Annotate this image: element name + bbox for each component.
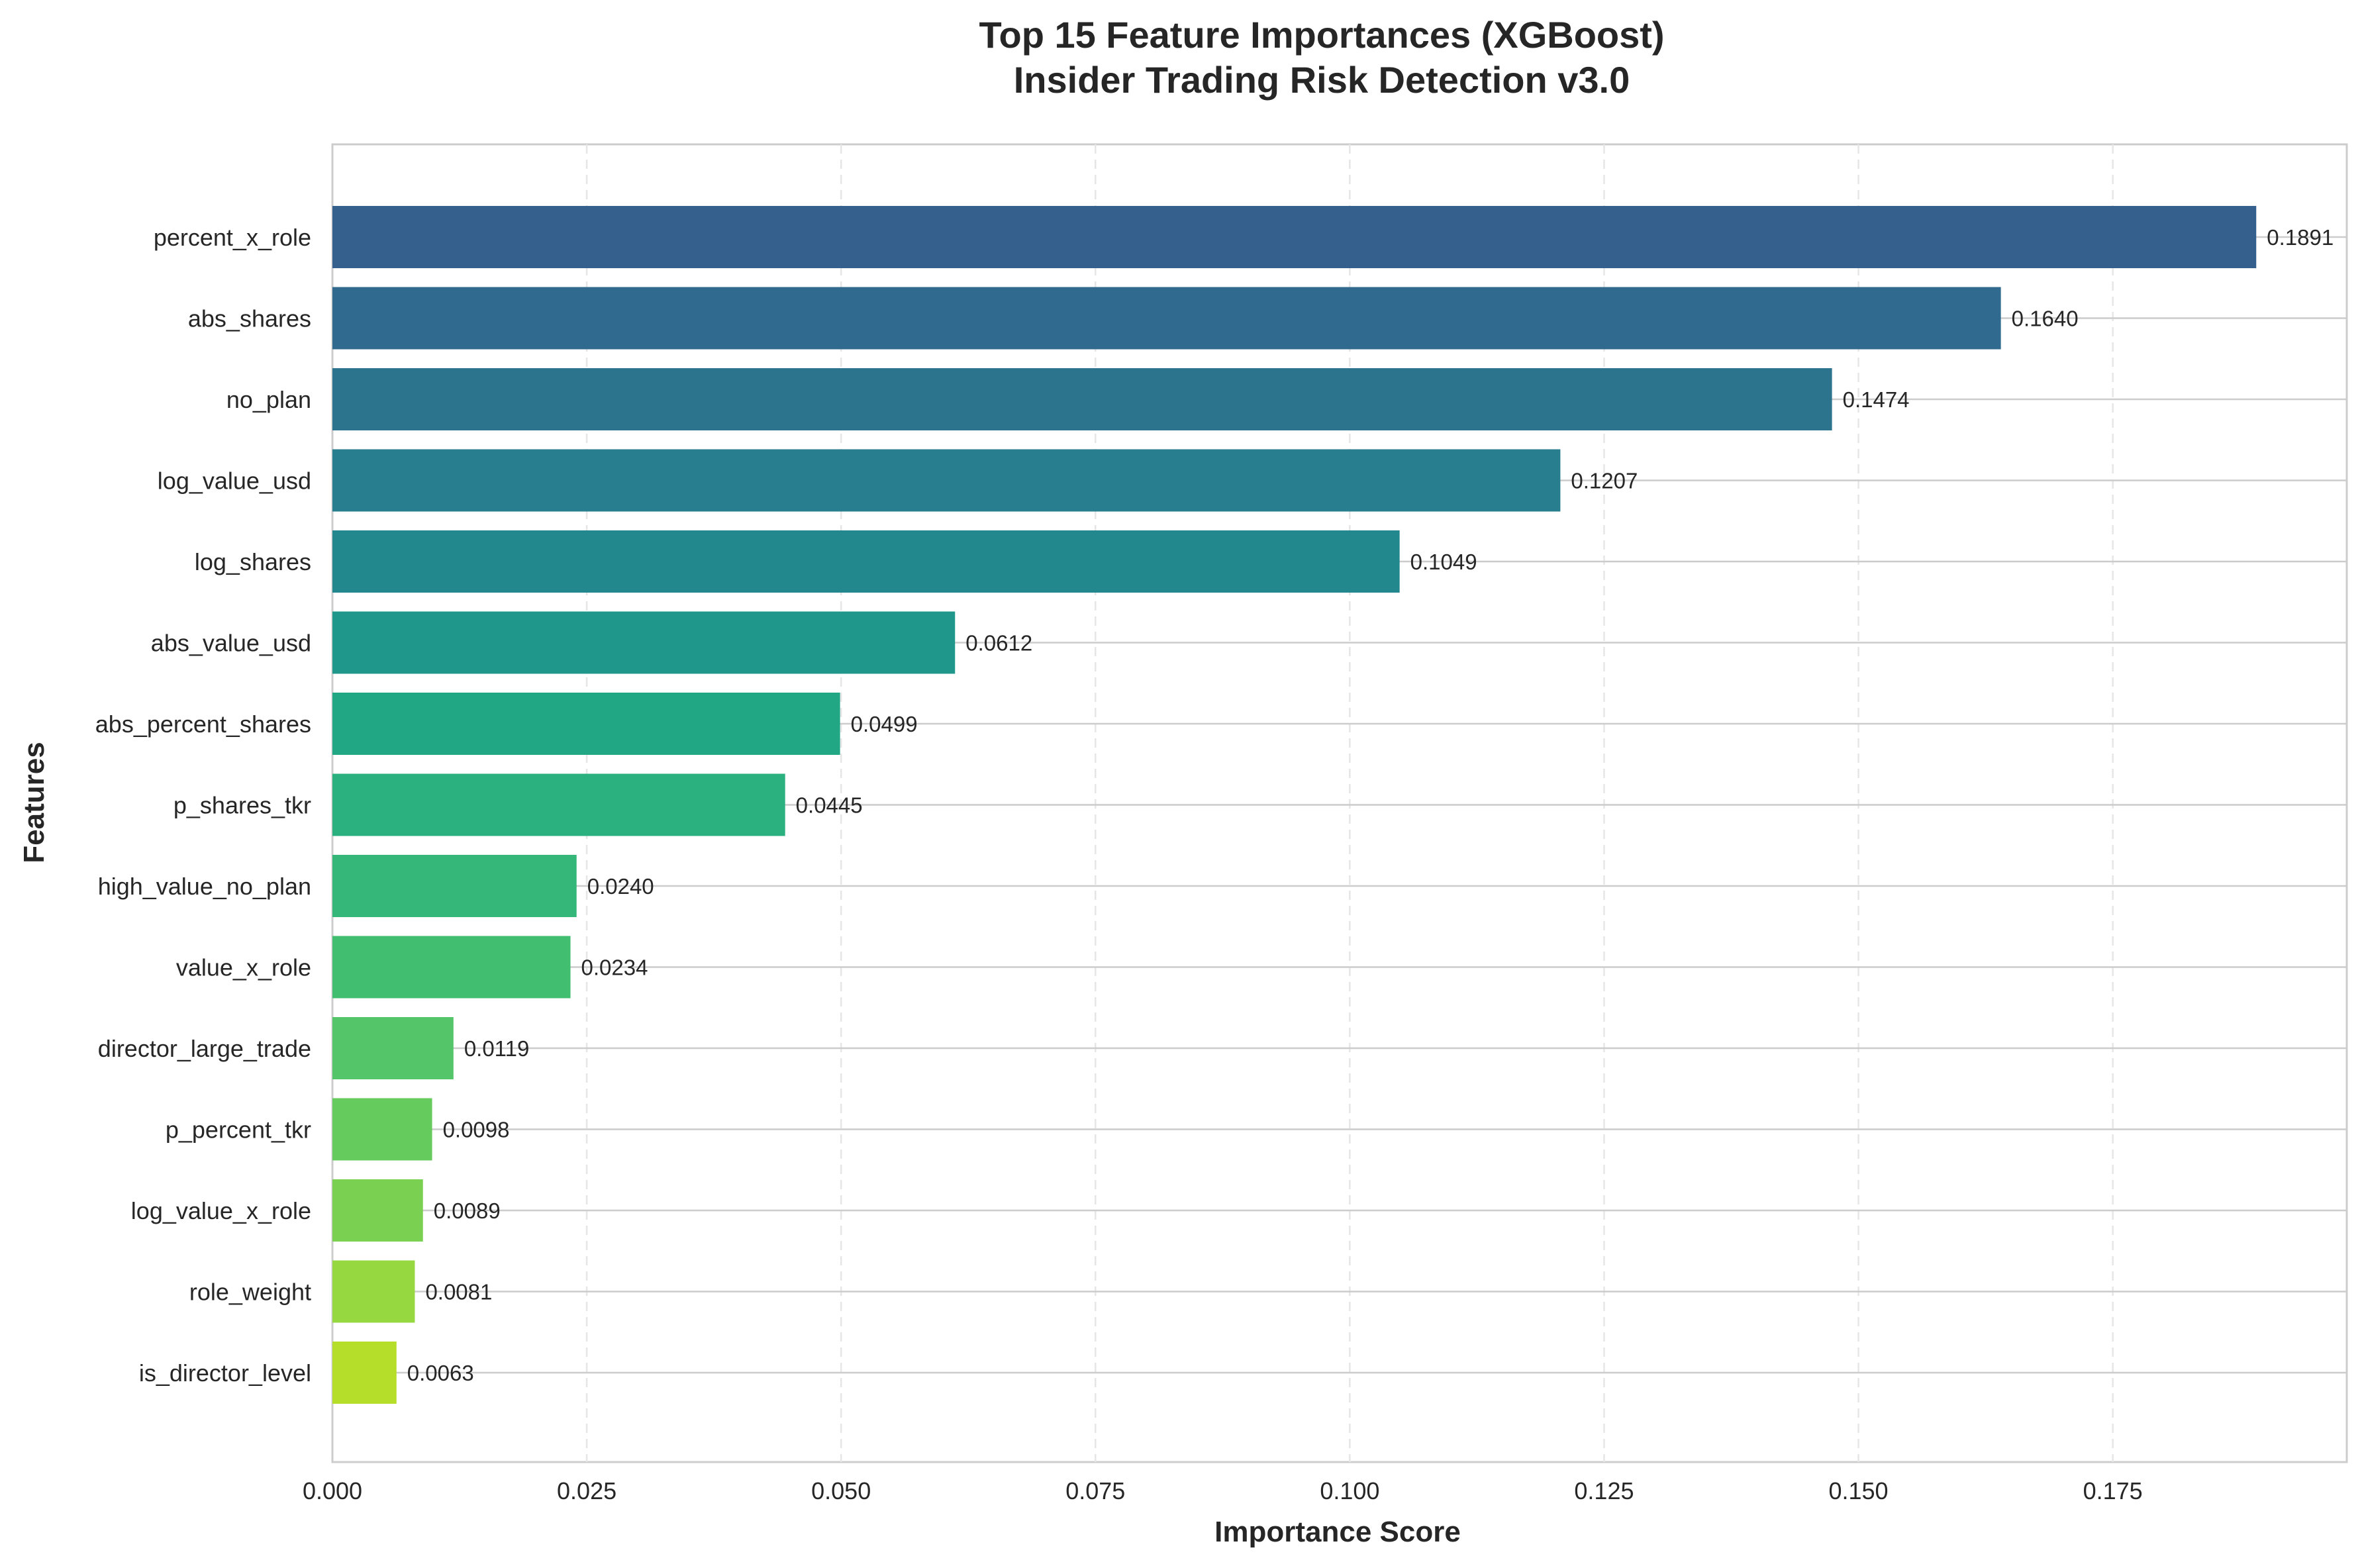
value-label: 0.1891 [2267,225,2334,250]
x-tick-label: 0.150 [1828,1477,1888,1504]
x-tick-label: 0.075 [1065,1477,1125,1504]
y-tick-label: no_plan [226,386,311,413]
bar-abs-shares [332,287,2001,350]
y-tick-labels: percent_x_role abs_shares no_plan log_value… [95,224,311,1387]
value-label: 0.1049 [1410,550,1477,574]
bar-p-percent-tkr [332,1098,432,1161]
y-tick-label: director_large_trade [98,1035,311,1062]
y-tick-label: log_value_x_role [131,1197,311,1224]
x-tick-label: 0.175 [2083,1477,2143,1504]
y-tick-label: log_shares [195,548,311,575]
x-tick-label: 0.025 [557,1477,616,1504]
value-label: 0.0612 [965,631,1032,656]
value-label: 0.0098 [443,1118,510,1142]
y-tick-label: log_value_usd [158,467,311,495]
value-label: 0.1640 [2012,307,2079,331]
value-label: 0.0234 [581,956,648,980]
value-label: 0.0499 [851,712,918,736]
x-tick-label: 0.050 [811,1477,871,1504]
value-label: 0.0240 [587,874,654,899]
y-tick-label: role_weight [189,1279,311,1306]
y-tick-label: percent_x_role [154,224,311,251]
bar-abs-value-usd [332,611,956,674]
bar-percent-x-role [332,206,2257,268]
value-label: 0.1207 [1571,469,1638,493]
chart-title: Top 15 Feature Importances (XGBoost) [979,14,1664,56]
value-label: 0.0063 [407,1361,474,1385]
value-label: 0.0445 [796,793,863,818]
x-tick-label: 0.000 [303,1477,362,1504]
value-label: 0.0081 [425,1280,492,1304]
bar-director-large-trade [332,1017,454,1079]
chart-subtitle: Insider Trading Risk Detection v3.0 [1014,59,1630,101]
y-axis-title: Features [18,742,50,863]
bar-role-weight [332,1260,415,1323]
y-tick-label: p_shares_tkr [173,792,311,819]
bar-value-x-role [332,936,571,999]
value-label: 0.0089 [434,1199,501,1223]
y-tick-label: abs_percent_shares [95,710,311,738]
bar-log-shares [332,530,1400,593]
bar-no-plan [332,368,1832,430]
value-labels: 0.1891 0.1640 0.1474 0.1207 0.1049 0.0612 0.04… [407,225,2334,1385]
value-label: 0.1474 [1843,387,1910,412]
x-tick-label: 0.125 [1574,1477,1634,1504]
y-tick-label: value_x_role [176,954,311,981]
y-tick-label: abs_shares [188,305,311,332]
x-tick-labels: 0.000 0.025 0.050 0.075 0.100 0.125 0.150 0.175 [303,1477,2143,1504]
bar-layer [332,206,2257,1404]
y-tick-label: high_value_no_plan [98,873,311,900]
y-tick-label: is_director_level [139,1359,311,1387]
bar-log-value-x-role [332,1179,423,1242]
x-tick-label: 0.100 [1320,1477,1379,1504]
bar-high-value-no-plan [332,855,577,917]
bar-log-value-usd [332,449,1561,512]
bar-p-shares-tkr [332,773,785,836]
bar-is-director-level [332,1342,397,1404]
x-axis-title: Importance Score [1214,1516,1461,1548]
y-tick-label: abs_value_usd [151,630,311,657]
value-label: 0.0119 [464,1036,529,1061]
y-tick-label: p_percent_tkr [166,1116,311,1144]
bar-abs-percent-shares [332,693,840,755]
